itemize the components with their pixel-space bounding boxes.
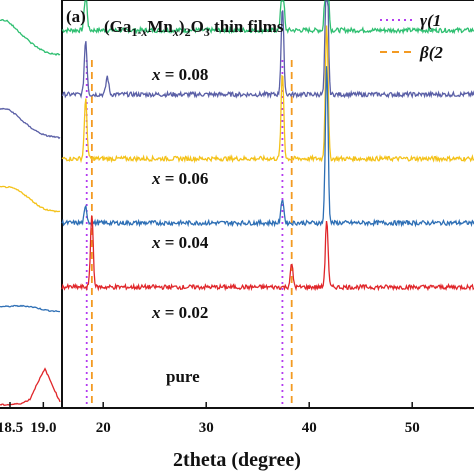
left-tick-label-0: 18.5 [0,420,23,436]
left-series-line-4 [0,367,61,406]
series-line-1 [61,0,474,100]
x-tick-label-0: 20 [96,420,111,436]
x-tick-label-2: 40 [302,420,317,436]
series-label-0: x = 0.08 [151,65,208,84]
series-line-4 [61,215,474,292]
legend-label-1: β(2 [419,43,443,62]
x-axis-title: 2theta (degree) [173,449,301,471]
series-label-1: x = 0.06 [151,169,208,188]
legend-label-0: γ(1 [420,11,441,30]
x-tick-label-3: 50 [405,420,420,436]
series-line-0 [61,0,474,35]
series-line-3 [61,66,474,228]
chart-title: (Ga1-xMnx)2O3 thin films [104,17,284,39]
main-plot-frame [61,0,474,409]
left-inset-panel: 18.5 19.0 [0,0,63,436]
left-series-line-3 [0,304,61,313]
series-label-2: x = 0.04 [151,233,209,252]
main-plot-panel: 20 30 40 50 x = 0.08 x = 0.06 x = 0.04 x = 0.0… [61,0,474,436]
left-tick-label-1: 19.0 [30,420,56,436]
x-tick-label-1: 30 [199,420,214,436]
series-label-3: x = 0.02 [151,303,208,322]
legend: γ(1 β(2 [380,11,443,62]
series-line-2 [61,25,474,164]
left-series-line-1 [0,107,61,140]
series-label-4: pure [166,367,200,386]
left-series-line-2 [0,185,61,213]
panel-label: (a) [66,7,86,26]
left-series-line-0 [0,19,61,56]
